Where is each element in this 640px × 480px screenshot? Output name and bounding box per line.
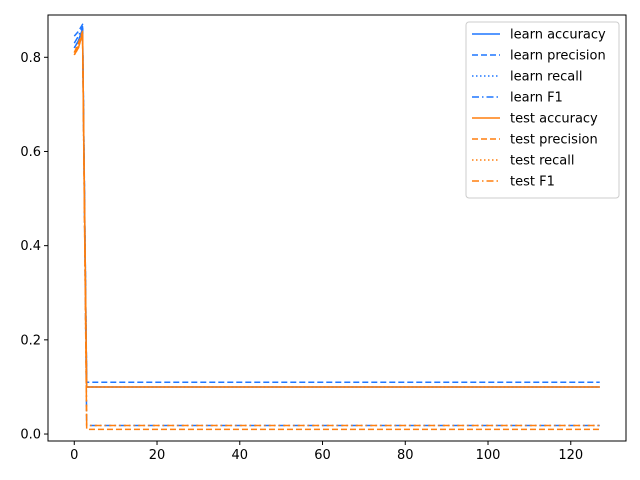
series-layer	[73, 23, 600, 431]
legend-label: test precision	[510, 133, 598, 148]
x-tick-label: 80	[397, 448, 414, 463]
legend-label: learn accuracy	[510, 28, 606, 43]
legend-box	[465, 21, 620, 199]
x-tick-label: 40	[231, 448, 248, 463]
y-tick-label: 0.6	[20, 145, 41, 160]
series-line-6	[73, 30, 600, 431]
x-tick-label: 60	[314, 448, 331, 463]
legend-label: test accuracy	[510, 112, 598, 127]
series-line-7	[73, 32, 600, 388]
legend-label: learn precision	[510, 49, 606, 64]
series-line-2	[73, 23, 600, 383]
y-axis: 0.0 0.2 0.4 0.6 0.8	[20, 51, 48, 443]
y-tick-label: 0.0	[20, 428, 41, 443]
plot-frame	[47, 14, 627, 442]
legend-label: test F1	[510, 175, 555, 190]
legend: learn accuracy learn precision learn recal…	[465, 21, 620, 199]
series-line-8	[73, 32, 600, 427]
x-tick-label: 20	[149, 448, 166, 463]
x-tick-label: 120	[558, 448, 583, 463]
y-tick-label: 0.4	[20, 239, 41, 254]
x-tick-label: 0	[70, 448, 78, 463]
y-tick-label: 0.2	[20, 333, 41, 348]
legend-label: test recall	[510, 154, 575, 169]
x-tick-label: 100	[476, 448, 501, 463]
y-tick-label: 0.8	[20, 51, 41, 66]
legend-label: learn F1	[510, 91, 563, 106]
x-axis: 0 20 40 60 80 100 120	[70, 441, 583, 463]
legend-label: learn recall	[510, 70, 582, 85]
series-line-4	[73, 25, 600, 427]
